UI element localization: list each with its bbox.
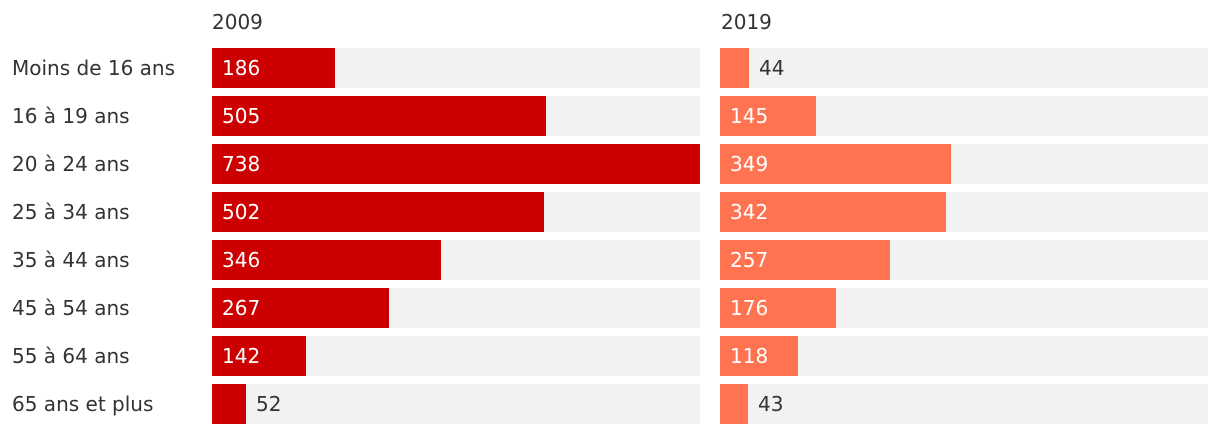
bar-track (720, 48, 1208, 88)
data-label: 502 (222, 200, 261, 224)
series-title: 2009 (212, 10, 263, 34)
data-label: 342 (730, 200, 769, 224)
data-label: 118 (730, 344, 769, 368)
data-label: 43 (758, 392, 784, 416)
bar (720, 240, 890, 280)
bar (212, 144, 700, 184)
data-label: 186 (222, 56, 261, 80)
category-label: 45 à 54 ans (12, 296, 130, 320)
bar (212, 384, 246, 424)
category-label: 65 ans et plus (12, 392, 154, 416)
bar (212, 240, 441, 280)
data-label: 145 (730, 104, 769, 128)
data-label: 267 (222, 296, 261, 320)
data-label: 346 (222, 248, 261, 272)
bar (212, 288, 389, 328)
bar (720, 288, 836, 328)
category-label: Moins de 16 ans (12, 56, 176, 80)
bar-track (720, 384, 1208, 424)
category-label: 55 à 64 ans (12, 344, 130, 368)
category-label: 35 à 44 ans (12, 248, 130, 272)
bar (720, 336, 798, 376)
bar (212, 192, 544, 232)
data-label: 257 (730, 248, 769, 272)
bar (212, 48, 335, 88)
data-label: 505 (222, 104, 261, 128)
bar-track (212, 384, 700, 424)
data-label: 52 (256, 392, 282, 416)
bar-track (720, 336, 1208, 376)
category-label: 16 à 19 ans (12, 104, 130, 128)
data-label: 738 (222, 152, 261, 176)
bar (212, 96, 546, 136)
data-label: 176 (730, 296, 769, 320)
bar (720, 384, 748, 424)
bar (720, 144, 951, 184)
data-label: 349 (730, 152, 769, 176)
data-label: 142 (222, 344, 261, 368)
data-label: 44 (759, 56, 785, 80)
bar (212, 336, 306, 376)
bar (720, 96, 816, 136)
category-label: 20 à 24 ans (12, 152, 130, 176)
series-title: 2019 (721, 10, 772, 34)
bar (720, 192, 946, 232)
bar (720, 48, 749, 88)
category-label: 25 à 34 ans (12, 200, 130, 224)
